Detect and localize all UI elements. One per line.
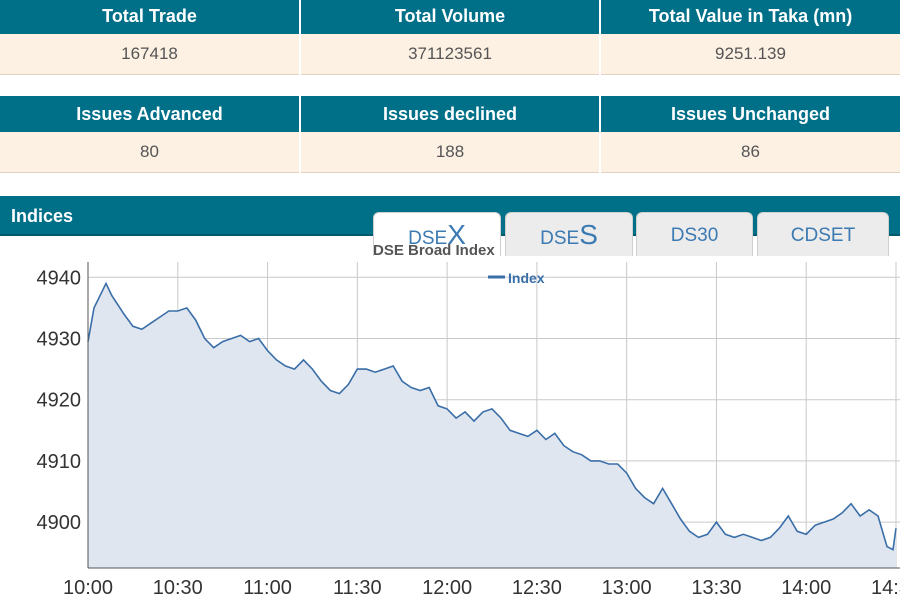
- issues-unchanged-value: 86: [599, 132, 900, 173]
- x-tick-label: 14:00: [781, 577, 831, 599]
- chart-legend: Index: [488, 270, 545, 286]
- tab-dsex[interactable]: DSEX: [373, 212, 501, 256]
- x-tick-label: 11:00: [243, 577, 292, 599]
- issues-declined-value: 188: [299, 132, 600, 173]
- summary-table: Total Trade Total Volume Total Value in …: [0, 0, 900, 75]
- total-value-value: 9251.139: [599, 34, 900, 75]
- tab-dsex-label: DSEX: [374, 219, 500, 251]
- x-tick-label: 14:30: [871, 577, 900, 599]
- total-volume-value: 371123561: [299, 34, 600, 75]
- tab-dses-suffix: S: [579, 219, 598, 250]
- tab-dsex-prefix: DSE: [408, 228, 448, 249]
- x-tick-label: 11:30: [333, 577, 382, 599]
- indices-title: Indices: [11, 206, 74, 226]
- chart-axes: 10:00 10:30 11:00 11:30 12:00 12:30 13:00 13:30…: [37, 262, 900, 599]
- chart-title: DSE Broad Index: [373, 242, 495, 259]
- tab-ds30[interactable]: DS30: [636, 212, 753, 256]
- y-tick-label: 4900: [37, 512, 82, 534]
- tab-cdset[interactable]: CDSET: [757, 212, 889, 256]
- y-tick-label: 4920: [37, 390, 82, 412]
- tab-ds30-label: DS30: [670, 225, 719, 246]
- y-tick-label: 4930: [37, 329, 82, 351]
- x-tick-label: 10:30: [153, 577, 203, 599]
- issues-advanced-header: Issues Advanced: [0, 96, 300, 132]
- total-trade-value: 167418: [0, 34, 300, 75]
- x-tick-label: 10:00: [63, 577, 113, 599]
- issues-declined-header: Issues declined: [299, 96, 600, 132]
- x-tick-label: 12:00: [422, 577, 472, 599]
- legend-label: Index: [508, 270, 545, 286]
- total-volume-header: Total Volume: [299, 0, 600, 34]
- tab-dsex-suffix: X: [447, 219, 466, 250]
- issues-unchanged-header: Issues Unchanged: [599, 96, 900, 132]
- chart-area-layer: [87, 281, 897, 568]
- y-tick-label: 4940: [37, 267, 82, 289]
- x-tick-label: 13:00: [602, 577, 652, 599]
- total-value-header: Total Value in Taka (mn): [599, 0, 900, 34]
- issues-advanced-value: 80: [0, 132, 300, 173]
- tab-dses-label: DSES: [506, 219, 632, 251]
- tab-cdset-label: CDSET: [790, 225, 856, 246]
- index-area-fill: [88, 283, 896, 568]
- issues-table: Issues Advanced Issues declined Issues U…: [0, 96, 900, 173]
- total-trade-header: Total Trade: [0, 0, 300, 34]
- x-tick-label: 13:30: [691, 577, 741, 599]
- tab-dses[interactable]: DSES: [505, 212, 633, 256]
- tab-dses-prefix: DSE: [540, 228, 580, 249]
- index-series-line: [87, 281, 897, 551]
- y-tick-label: 4910: [37, 451, 82, 473]
- x-tick-label: 12:30: [512, 577, 562, 599]
